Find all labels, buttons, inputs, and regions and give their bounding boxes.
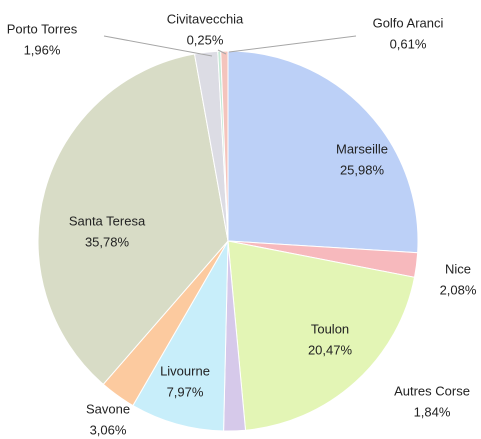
slice-label: Porto Torres bbox=[7, 21, 78, 36]
pie-slice bbox=[227, 240, 416, 431]
slice-label: Santa Teresa bbox=[69, 213, 146, 228]
leader-line bbox=[217, 49, 227, 55]
slice-label: Nice bbox=[445, 261, 471, 276]
value-label: 7,97% bbox=[167, 384, 204, 399]
slice-label: Autres Corse bbox=[394, 383, 470, 398]
leader-line bbox=[103, 35, 213, 57]
value-label: 35,78% bbox=[85, 234, 130, 249]
pie-slice bbox=[227, 50, 419, 254]
value-label: 1,84% bbox=[414, 404, 451, 419]
slice-label: Civitavecchia bbox=[167, 11, 244, 26]
slice-label: Savone bbox=[86, 401, 130, 416]
pie bbox=[37, 50, 419, 432]
slice-label: Marseille bbox=[336, 141, 388, 156]
pie-slice bbox=[132, 240, 229, 432]
slice-label: Livourne bbox=[160, 363, 210, 378]
value-label: 1,96% bbox=[24, 42, 61, 57]
leader-line bbox=[228, 35, 357, 53]
leader-lines bbox=[103, 35, 357, 57]
slice-label: Toulon bbox=[311, 321, 349, 336]
value-label: 20,47% bbox=[308, 342, 353, 357]
value-label: 0,25% bbox=[187, 32, 224, 47]
value-label: 25,98% bbox=[340, 162, 385, 177]
value-label: 2,08% bbox=[440, 282, 477, 297]
labels: Marseille 25,98% Nice 2,08% Toulon 20,47% Autr… bbox=[7, 11, 477, 437]
value-label: 0,61% bbox=[390, 36, 427, 51]
value-label: 3,06% bbox=[90, 422, 127, 437]
pie-slice bbox=[37, 53, 229, 386]
slice-label: Golfo Aranci bbox=[373, 15, 444, 30]
